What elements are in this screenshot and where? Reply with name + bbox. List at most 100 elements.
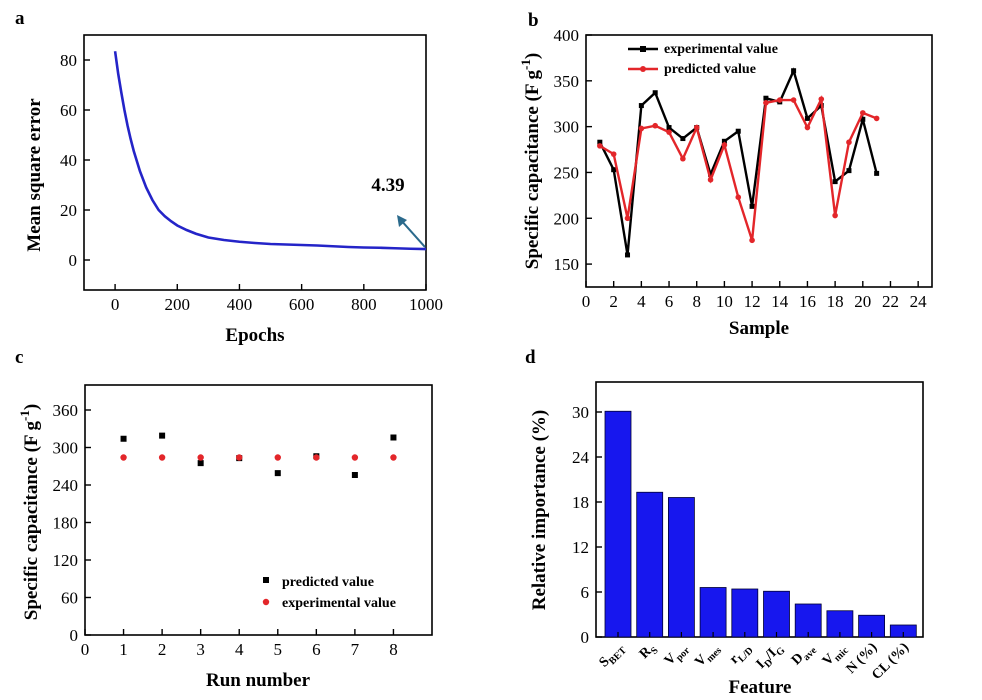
predicted-point [818,96,825,102]
predicted-point [749,237,755,244]
predicted-point [804,124,811,131]
bar [604,410,632,638]
panel-d-ytick-label: 30 [572,403,589,422]
category-label: ID​/IG​ [754,640,788,674]
predicted-point [832,212,838,219]
panel-c-label: c [15,347,23,368]
predicted-point [680,155,686,162]
predicted-point [707,176,714,183]
experimental-point [158,454,166,461]
subscript: ave [801,645,819,663]
bar [731,588,759,638]
bar [699,587,727,638]
experimental-point [860,116,866,122]
panel-c-ytick-label: 240 [53,476,79,495]
panel-b-ytick-label: 200 [554,209,580,228]
subscript: BET [607,645,629,667]
experimental-point [197,454,204,461]
experimental-point [351,454,359,461]
panel-c-xtick-label: 2 [158,640,167,659]
experimental-point [791,68,797,74]
predicted-point [763,100,769,106]
panel-a-ytick-label: 40 [60,151,77,170]
legend-label-1: predicted value [664,62,756,77]
experimental-point [652,90,658,96]
panel-b-xtick-label: 16 [799,292,816,311]
panel-b-ylabel: Specific capacitance (F g-1) [518,53,543,269]
panel-b-ytick-label: 400 [554,26,580,45]
panel-d-xlabel: Feature [729,677,792,698]
ylabel-part-1: -1 [518,59,533,70]
panel-b-label: b [528,10,539,31]
annotation-arrow [399,218,426,248]
category-label: RS​ [637,640,661,664]
experimental-point [313,454,320,461]
baseline-reset: ​ [838,640,849,651]
panel-b-xtick-label: 8 [692,292,701,311]
legend-label-1: experimental value [282,596,396,611]
baseline-reset: ​ [743,640,754,651]
panel-b-ytick-label: 150 [554,255,580,274]
predicted-point [735,194,742,200]
panel-b-xtick-label: 0 [582,292,591,311]
panel-d-ytick-label: 6 [581,583,590,602]
panel-a-xtick-label: 600 [289,295,315,314]
bar [763,590,790,638]
baseline-reset: ​ [711,640,722,651]
predicted-point [846,139,852,146]
predicted-point [120,435,127,442]
panel-b-xtick-label: 6 [665,292,674,311]
predicted-point [159,432,166,439]
panel-b-xtick-label: 2 [609,292,618,311]
panel-d-ytick-label: 12 [572,538,589,557]
panel-a-label: a [15,8,25,29]
experimental-point [274,454,281,461]
panel-c-xtick-label: 5 [274,640,283,659]
panel-b-frame [585,34,933,288]
predicted-point [873,115,880,122]
panel-c-xtick-label: 8 [389,640,398,659]
experimental-point [708,171,714,177]
predicted-point [610,151,617,157]
subscript: S [649,645,661,657]
panel-c-ytick-label: 360 [53,401,79,420]
ylabel-part-2: ) [21,404,42,410]
predicted-point [860,110,866,116]
series-line-1 [599,94,878,241]
panel-b-ytick-label: 300 [554,118,580,137]
experimental-point [749,203,755,209]
panel-d-label: d [525,347,536,368]
panel-c-ytick-label: 0 [70,626,79,645]
panel-b-xtick-label: 14 [771,292,789,311]
experimental-point [832,179,838,185]
predicted-point [666,129,672,135]
panel-c-xtick-label: 4 [235,640,244,659]
experimental-point [874,170,880,176]
panel-b-xtick-label: 20 [854,292,871,311]
category-label: rL/D​ [727,640,756,669]
bar [636,491,664,638]
panel-b-ytick-label: 350 [554,72,580,91]
experimental-point [236,454,243,461]
experimental-point [846,168,852,174]
category-label: Vpor​ [662,640,693,671]
panel-a-ytick-label: 60 [60,101,77,120]
panel-b-xtick-label: 10 [716,292,733,311]
panel-b-xtick-label: 22 [882,292,899,311]
panel-b-xlabel: Sample [729,318,789,339]
panel-c-xtick-label: 6 [312,640,321,659]
predicted-point [638,125,645,132]
panel-d-ytick-label: 24 [572,448,590,467]
experimental-point [666,125,672,131]
panel-c-xtick-label: 1 [119,640,128,659]
experimental-point [120,454,127,461]
bar [668,497,695,638]
experimental-point [680,136,686,142]
category-label: Dave​ [789,640,819,670]
category-label: SBET​ [597,640,630,673]
predicted-point [351,472,358,478]
experimental-point [611,167,617,173]
panel-b-xtick-label: 4 [637,292,646,311]
panel-a-xtick-label: 800 [351,295,377,314]
panel-c-frame [84,384,433,636]
